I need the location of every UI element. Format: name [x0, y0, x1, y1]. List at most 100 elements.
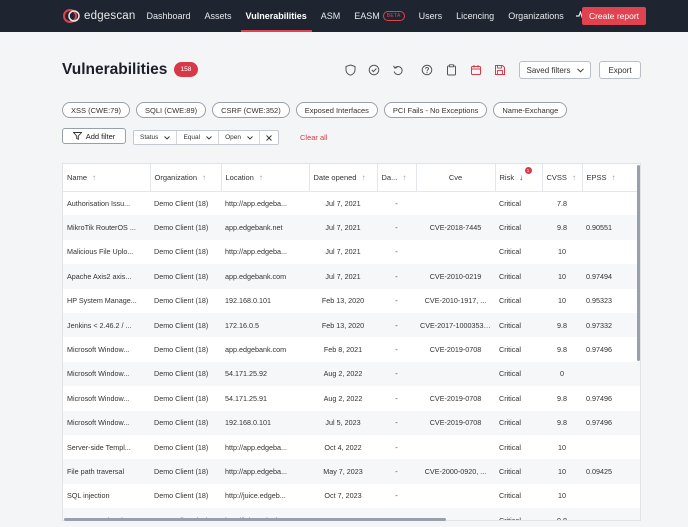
clear-all-link[interactable]: Clear all — [300, 133, 328, 142]
saved-filters-dropdown[interactable]: Saved filters — [519, 61, 591, 79]
cell-cvss: 9.8 — [557, 393, 567, 403]
shield-icon[interactable] — [342, 62, 358, 78]
cell-date-opened: Oct 7, 2023 — [324, 491, 362, 501]
cell-date-closed: - — [377, 312, 416, 338]
table-row[interactable]: Microsoft Window... Demo Client (18) 192.1… — [63, 410, 640, 435]
cell-name: HP System Manage... — [67, 296, 137, 306]
cell-organization: Demo Client (18) — [154, 491, 209, 501]
nav-users[interactable]: Users — [412, 0, 450, 32]
cell-location: 54.171.25.91 — [225, 393, 267, 403]
table-row[interactable]: Microsoft Window... Demo Client (18) 54.17… — [63, 386, 640, 410]
edgescan-logo-icon — [63, 9, 80, 23]
calendar-icon[interactable] — [468, 62, 484, 78]
col-epss[interactable]: EPSS ↑ — [582, 164, 640, 192]
col-date-opened-label: Date opened — [313, 172, 357, 182]
vulnerability-count-badge: 158 — [174, 62, 198, 77]
cell-epss: 0.97332 — [582, 312, 640, 338]
chevron-down-icon — [206, 135, 212, 140]
table-row[interactable]: Jenkins < 2.46.2 / ... Demo Client (18) 17… — [63, 312, 640, 338]
cell-cve: CVE-2019-0708 — [416, 410, 495, 435]
filter-operator-select[interactable]: Equal — [177, 131, 220, 144]
nav-asm[interactable]: ASM — [314, 0, 348, 32]
filter-value-value: Open — [225, 134, 241, 141]
cell-location: app.edgebank.com — [221, 264, 309, 289]
undo-icon[interactable] — [390, 62, 406, 78]
nav-assets[interactable]: Assets — [198, 0, 239, 32]
table-row[interactable]: Microsoft Window... Demo Client (18) 54.17… — [63, 361, 640, 387]
table-row[interactable]: HP System Manage... Demo Client (18) 192.1… — [63, 289, 640, 313]
col-risk[interactable]: Risk ↓ 1 — [495, 164, 543, 192]
table-row[interactable]: MikroTik RouterOS ... Demo Client (18) app… — [63, 215, 640, 240]
nav-easm[interactable]: EASM BETA — [347, 0, 411, 32]
chip-sqli[interactable]: SQLI (CWE:89) — [136, 102, 207, 118]
clipboard-icon[interactable] — [443, 62, 459, 78]
check-circle-icon[interactable] — [366, 62, 382, 78]
chip-name-exchange[interactable]: Name-Exchange — [493, 102, 568, 118]
filter-field-value: Status — [140, 134, 159, 141]
nav-vulnerabilities[interactable]: Vulnerabilities — [239, 0, 314, 32]
nav-organizations[interactable]: Organizations — [501, 0, 571, 32]
vertical-scrollbar[interactable] — [637, 165, 640, 361]
table-row[interactable]: Server-side Templ... Demo Client (18) http… — [63, 435, 640, 459]
table-row[interactable]: Apache Axis2 axis... Demo Client (18) app.… — [63, 264, 640, 289]
horizontal-scrollbar[interactable] — [64, 518, 446, 521]
cell-cve: CVE-2010-1917, ... — [424, 296, 487, 306]
help-icon[interactable] — [419, 62, 435, 78]
chip-pci-fails[interactable]: PCI Fails - No Exceptions — [383, 102, 488, 118]
cell-location: app.edgebank.net — [221, 215, 309, 240]
cell-epss: 0.97496 — [582, 410, 640, 435]
col-cvss[interactable]: CVSS ↑ — [542, 164, 583, 192]
cell-organization: Demo Client (18) — [150, 410, 221, 435]
cell-cve: CVE-2018-7445 — [416, 215, 495, 240]
col-date-opened[interactable]: Date opened ↑ — [309, 164, 378, 192]
chip-csrf[interactable]: CSRF (CWE:352) — [212, 102, 290, 118]
table-row[interactable]: SQL injection Demo Client (18) http://juic… — [63, 484, 640, 508]
cell-risk: Critical — [499, 296, 521, 306]
filter-value-select[interactable]: Open — [219, 131, 260, 144]
col-date-closed[interactable]: Da... ↑ — [377, 164, 417, 192]
create-report-button[interactable]: Create report — [582, 7, 646, 25]
cell-organization: Demo Client (18) — [150, 264, 221, 289]
cell-date-closed: - — [395, 345, 398, 355]
save-icon[interactable] — [492, 62, 508, 78]
top-nav: edgescan Dashboard Assets Vulnerabilitie… — [0, 0, 688, 32]
add-filter-button[interactable]: Add filter — [62, 128, 126, 144]
nav-dashboard[interactable]: Dashboard — [139, 0, 197, 32]
cell-cvss: 0 — [542, 361, 582, 387]
table-row[interactable]: File path traversal Demo Client (18) http:… — [63, 459, 640, 484]
export-button[interactable]: Export — [599, 61, 641, 79]
quick-filter-chips: XSS (CWE:79) SQLI (CWE:89) CSRF (CWE:352… — [62, 102, 568, 118]
table-row[interactable]: Microsoft Window... Demo Client (18) app.e… — [63, 337, 640, 361]
cell-date-opened: Feb 13, 2020 — [309, 312, 377, 338]
edgescan-logo[interactable]: edgescan — [62, 0, 135, 32]
table-row[interactable]: Authorisation Issu... Demo Client (18) htt… — [63, 191, 640, 215]
filter-icon — [72, 132, 82, 140]
chip-exposed-interfaces[interactable]: Exposed Interfaces — [295, 102, 378, 118]
cell-date-closed: - — [377, 459, 416, 484]
cell-epss — [582, 484, 640, 508]
table-row[interactable]: XML external entit...Demo Client (18)htt… — [63, 508, 640, 520]
col-location[interactable]: Location ↑ — [221, 164, 310, 192]
cell-date-opened: Jul 7, 2021 — [325, 247, 361, 257]
cell-date-closed: - — [377, 361, 416, 387]
sort-up-icon: ↑ — [361, 172, 366, 182]
cell-name: MikroTik RouterOS ... — [63, 215, 150, 240]
add-filter-label: Add filter — [85, 131, 116, 141]
chip-xss[interactable]: XSS (CWE:79) — [62, 102, 131, 118]
col-organization[interactable]: Organization ↑ — [150, 164, 222, 192]
col-name[interactable]: Name ↑ — [63, 164, 151, 192]
chevron-down-icon — [164, 135, 171, 140]
remove-filter-button[interactable] — [260, 131, 278, 144]
cell-organization: Demo Client (18) — [154, 198, 209, 208]
cell-epss — [582, 435, 640, 459]
sort-down-icon: ↓ — [519, 172, 524, 182]
cell-epss: 0.09425 — [582, 459, 640, 484]
table-row[interactable]: Malicious File Uplo... Demo Client (18) ht… — [63, 240, 640, 264]
nav-licencing[interactable]: Licencing — [449, 0, 501, 32]
close-icon — [266, 134, 272, 141]
cell-epss: 0.97496 — [586, 393, 612, 403]
cell-location: 54.171.25.92 — [221, 361, 309, 387]
filter-field-select[interactable]: Status — [134, 131, 178, 144]
col-cve[interactable]: Cve — [416, 164, 496, 192]
cell-cve: CVE-2019-0708 — [429, 345, 482, 355]
